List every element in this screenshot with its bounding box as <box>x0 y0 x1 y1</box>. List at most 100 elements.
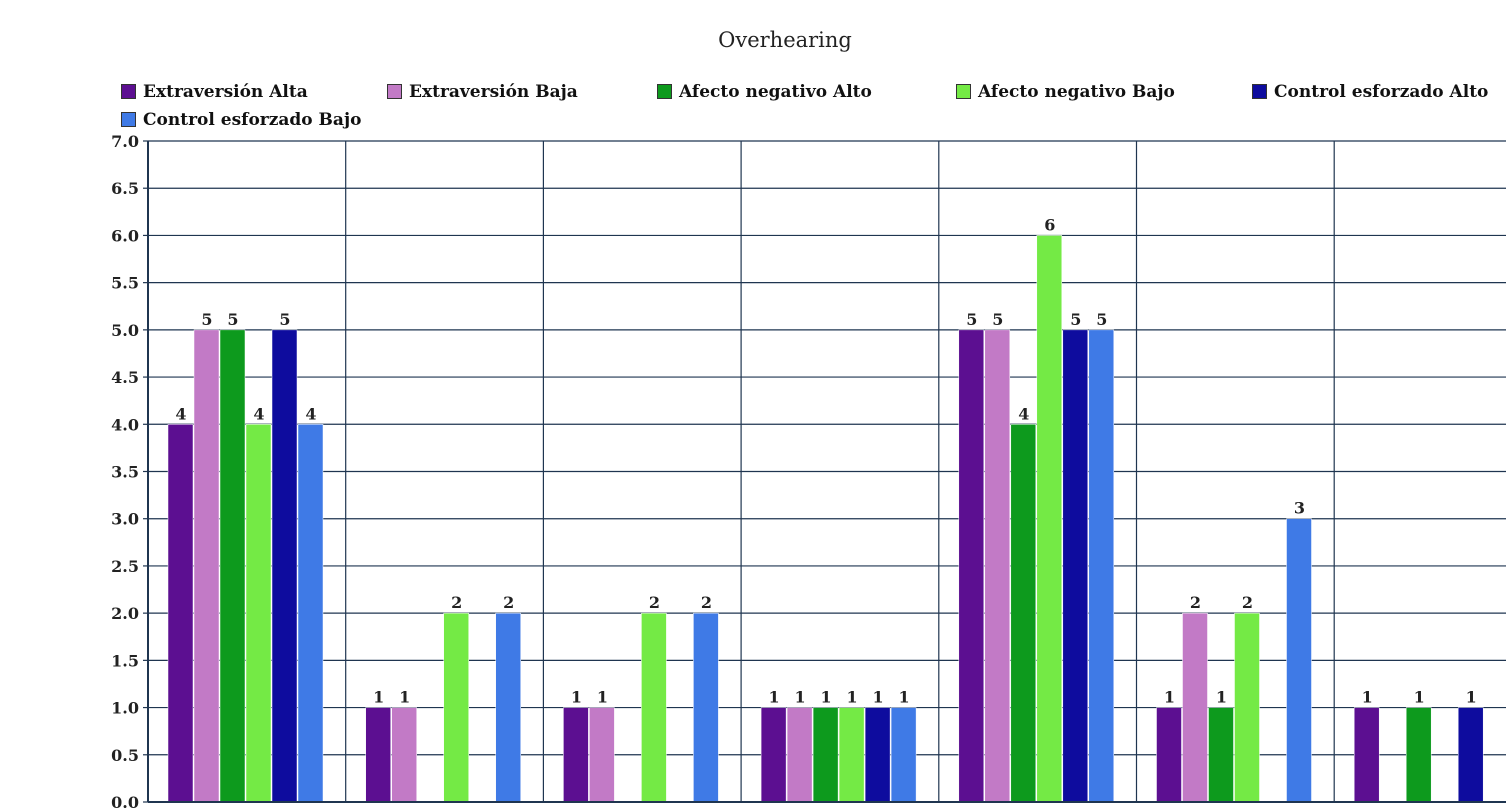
bar <box>958 329 985 803</box>
bar <box>760 707 787 803</box>
bar-value-label: 1 <box>873 688 884 707</box>
y-tick-label: 6.5 <box>111 179 139 198</box>
bar-value-label: 1 <box>769 688 780 707</box>
bar <box>495 612 521 803</box>
bar <box>271 329 298 803</box>
bar <box>443 612 469 803</box>
y-tick-label: 7.0 <box>111 132 139 151</box>
bar-value-label: 5 <box>227 310 238 329</box>
legend-label: Extraversión Baja <box>409 82 578 102</box>
legend-label: Control esforzado Alto <box>1274 82 1489 102</box>
bar-value-label: 1 <box>899 688 910 707</box>
bar-value-label: 3 <box>1294 499 1305 518</box>
bar-value-label: 1 <box>399 688 410 707</box>
bar <box>1036 235 1063 803</box>
bar-value-label: 2 <box>1190 593 1201 612</box>
bar <box>167 424 194 803</box>
y-tick-label: 5.5 <box>111 274 139 293</box>
legend-swatch <box>121 84 136 99</box>
bar <box>864 707 891 803</box>
y-tick-label: 1.5 <box>111 651 139 670</box>
legend-item-extraversion-baja: Extraversión Baja <box>387 82 578 102</box>
y-tick-label: 6.0 <box>111 226 139 245</box>
bar <box>365 707 391 803</box>
bar <box>641 612 667 803</box>
bar-value-label: 1 <box>1466 688 1477 707</box>
bar <box>391 707 417 803</box>
bar-value-label: 2 <box>649 593 660 612</box>
bar <box>1088 329 1115 803</box>
y-tick-label: 3.5 <box>111 463 139 482</box>
bar <box>1353 707 1380 803</box>
legend-swatch <box>387 84 402 99</box>
bar-value-label: 4 <box>1018 404 1029 423</box>
bar-value-label: 2 <box>1242 593 1253 612</box>
legend-item-afecto-negativo-alto: Afecto negativo Alto <box>657 82 872 102</box>
bar-value-label: 1 <box>795 688 806 707</box>
bar-value-label: 2 <box>451 593 462 612</box>
bar-value-label: 5 <box>992 310 1003 329</box>
bar <box>1010 424 1037 803</box>
bar-value-label: 2 <box>503 593 514 612</box>
bar <box>838 707 865 803</box>
y-tick-label: 4.0 <box>111 415 139 434</box>
y-tick-label: 0.0 <box>111 793 139 809</box>
legend-item-extraversion-alta: Extraversión Alta <box>121 82 308 102</box>
bar <box>563 707 589 803</box>
bar-value-label: 1 <box>1216 688 1227 707</box>
bar-value-label: 4 <box>175 404 186 423</box>
legend-swatch <box>1252 84 1267 99</box>
bar <box>297 424 324 803</box>
legend-label: Afecto negativo Alto <box>679 82 872 102</box>
bar <box>1405 707 1432 803</box>
legend-label: Extraversión Alta <box>143 82 308 102</box>
bar-value-label: 5 <box>1070 310 1081 329</box>
bar-value-label: 1 <box>847 688 858 707</box>
bar-value-label: 6 <box>1044 215 1055 234</box>
bar <box>1234 612 1260 803</box>
chart-title: Overhearing <box>718 28 852 52</box>
bar <box>1286 518 1312 803</box>
bar-value-label: 1 <box>1164 688 1175 707</box>
bar <box>693 612 719 803</box>
legend-item-afecto-negativo-bajo: Afecto negativo Bajo <box>956 82 1175 102</box>
bar-value-label: 5 <box>1096 310 1107 329</box>
bar <box>589 707 615 803</box>
bar <box>1208 707 1234 803</box>
bar <box>786 707 813 803</box>
bar <box>193 329 220 803</box>
bar <box>219 329 246 803</box>
bar <box>1182 612 1208 803</box>
y-tick-label: 2.5 <box>111 557 139 576</box>
bar-value-label: 5 <box>279 310 290 329</box>
legend-swatch <box>657 84 672 99</box>
bar-value-label: 1 <box>571 688 582 707</box>
bar <box>245 424 272 803</box>
bar <box>812 707 839 803</box>
bar-value-label: 1 <box>821 688 832 707</box>
bar <box>1457 707 1484 803</box>
bar-value-label: 4 <box>305 404 316 423</box>
y-tick-label: 5.0 <box>111 321 139 340</box>
bar <box>984 329 1011 803</box>
bar-value-label: 5 <box>201 310 212 329</box>
bar-value-label: 4 <box>253 404 264 423</box>
legend-label: Afecto negativo Bajo <box>978 82 1175 102</box>
bar <box>1156 707 1182 803</box>
bar <box>1062 329 1089 803</box>
bar-value-label: 1 <box>1414 688 1425 707</box>
y-tick-label: 3.0 <box>111 510 139 529</box>
y-tick-label: 2.0 <box>111 604 139 623</box>
bar-value-label: 5 <box>966 310 977 329</box>
y-tick-label: 0.5 <box>111 746 139 765</box>
legend-item-control-esforzado-alto: Control esforzado Alto <box>1252 82 1488 102</box>
legend-item-control-esforzado-bajo: Control esforzado Bajo <box>121 110 361 130</box>
legend-label: Control esforzado Bajo <box>143 110 362 130</box>
bar-value-label: 1 <box>1362 688 1373 707</box>
legend-swatch <box>956 84 971 99</box>
bar <box>890 707 917 803</box>
bar-value-label: 1 <box>373 688 384 707</box>
y-tick-label: 4.5 <box>111 368 139 387</box>
bar-value-label: 2 <box>701 593 712 612</box>
